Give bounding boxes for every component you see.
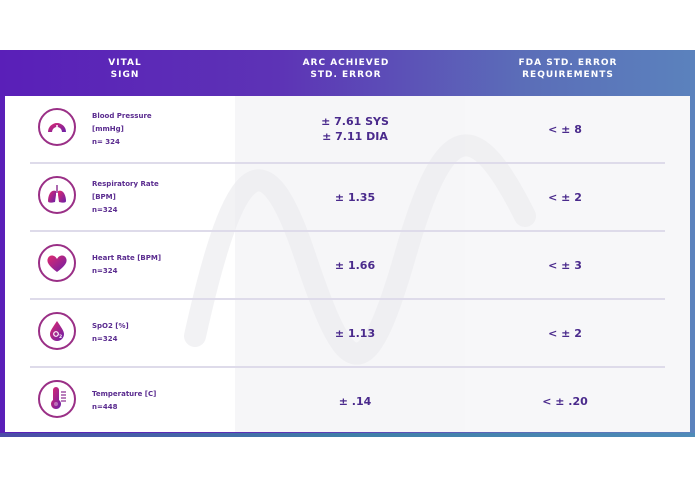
achieved-value: ± 1.35: [334, 191, 376, 204]
requirement-value: < ± 8: [548, 123, 582, 136]
header-vital-sign: VITAL SIGN: [85, 57, 165, 81]
table-row: Heart Rate [BPM] n=324 ± 1.66 < ± 3: [30, 232, 665, 300]
vital-label: Respiratory Rate [BPM] n=324: [92, 178, 159, 217]
achieved-dia: ± 7.11 DIA: [322, 130, 388, 143]
column-shade: [235, 96, 465, 432]
sample-size: n= 324: [92, 138, 120, 146]
vital-name: SpO2 [%]: [92, 322, 129, 330]
vital-unit: [BPM]: [92, 193, 116, 201]
achieved-value: ± 1.13: [334, 327, 376, 340]
header-line: REQUIREMENTS: [522, 70, 614, 80]
vital-label: Blood Pressure [mmHg] n= 324: [92, 110, 152, 149]
table-row: Blood Pressure [mmHg] n= 324 ± 7.61 SYS …: [30, 96, 665, 164]
header-fda-requirements: FDA STD. ERROR REQUIREMENTS: [500, 57, 636, 81]
sample-size: n=324: [92, 267, 118, 275]
table-header: VITAL SIGN ARC ACHIEVED STD. ERROR FDA S…: [0, 50, 695, 96]
sample-size: n=324: [92, 206, 118, 214]
achieved-value: ± 1.66: [334, 259, 376, 272]
lungs-icon: [38, 176, 76, 214]
header-line: FDA STD. ERROR: [518, 58, 618, 68]
vital-unit: [mmHg]: [92, 125, 124, 133]
vital-label: Temperature [C] n=448: [92, 388, 156, 414]
vital-name: Blood Pressure: [92, 112, 152, 120]
header-line: SIGN: [110, 70, 140, 80]
vital-label: SpO2 [%] n=324: [92, 320, 129, 346]
table-row: 2 SpO2 [%] n=324 ± 1.13 < ± 2: [30, 300, 665, 368]
requirement-value: < ± 2: [548, 327, 582, 340]
vitals-table-frame: VITAL SIGN ARC ACHIEVED STD. ERROR FDA S…: [0, 50, 695, 437]
header-arc-achieved: ARC ACHIEVED STD. ERROR: [286, 57, 406, 81]
vital-name: Respiratory Rate: [92, 180, 159, 188]
oxygen-drop-icon: 2: [38, 312, 76, 350]
requirement-value: < ± 3: [548, 259, 582, 272]
table-row: Respiratory Rate [BPM] n=324 ± 1.35 < ± …: [30, 164, 665, 232]
header-line: VITAL: [108, 58, 142, 68]
thermometer-icon: [38, 380, 76, 418]
requirement-value: < ± 2: [548, 191, 582, 204]
sample-size: n=448: [92, 403, 118, 411]
achieved-value: ± 7.61 SYS ± 7.11 DIA: [285, 114, 425, 144]
achieved-sys: ± 7.61 SYS: [321, 115, 389, 128]
wave-watermark-icon: [184, 134, 536, 365]
heart-icon: [38, 244, 76, 282]
vital-name: Heart Rate [BPM]: [92, 254, 162, 262]
table-body: Blood Pressure [mmHg] n= 324 ± 7.61 SYS …: [5, 96, 690, 432]
gauge-icon: [38, 108, 76, 146]
header-line: ARC ACHIEVED: [302, 58, 390, 68]
table-row: Temperature [C] n=448 ± .14 < ± .20: [30, 368, 665, 432]
header-line: STD. ERROR: [310, 70, 382, 80]
requirement-value: < ± .20: [542, 395, 588, 408]
vital-label: Heart Rate [BPM] n=324: [92, 252, 161, 278]
sample-size: n=324: [92, 335, 118, 343]
svg-text:2: 2: [59, 334, 62, 340]
column-shade: [465, 96, 690, 432]
achieved-value: ± .14: [338, 395, 372, 408]
vital-name: Temperature [C]: [92, 390, 157, 398]
